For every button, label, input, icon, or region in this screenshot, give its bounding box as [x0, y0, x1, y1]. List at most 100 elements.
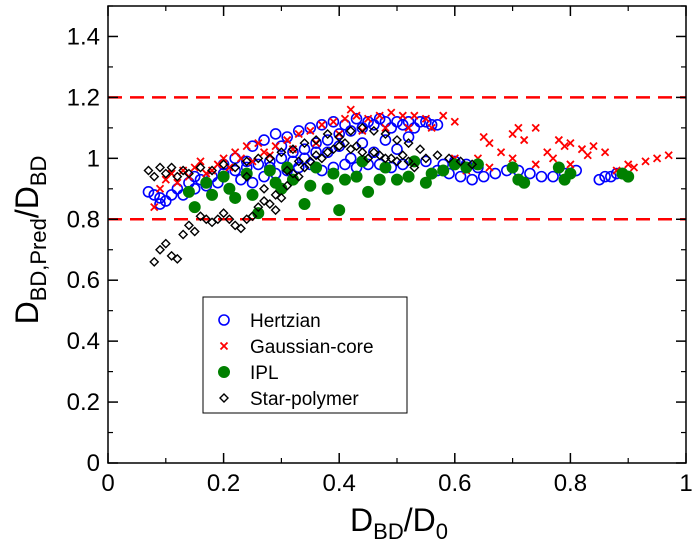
data-point [270, 205, 281, 216]
data-point [242, 142, 251, 151]
data-point [172, 171, 183, 182]
data-point [421, 114, 431, 123]
data-point [439, 111, 448, 120]
data-point [508, 129, 517, 139]
data-point [373, 173, 386, 186]
data-point [254, 138, 263, 148]
data-point [219, 154, 228, 163]
reference-lines [108, 96, 686, 221]
legend-marker [219, 341, 229, 351]
data-point [350, 170, 363, 183]
data-point [344, 125, 357, 137]
y-tick-label: 0.6 [67, 267, 100, 294]
data-point [420, 115, 432, 128]
data-point [142, 186, 155, 198]
data-point [298, 198, 311, 211]
data-point [508, 154, 517, 163]
data-point [310, 161, 323, 174]
legend-marker [218, 314, 230, 326]
data-point [352, 111, 361, 120]
data-point [196, 157, 205, 166]
data-point [264, 199, 275, 210]
data-point [374, 150, 385, 161]
data-point [173, 178, 182, 187]
data-point [259, 148, 269, 157]
data-point [160, 195, 172, 207]
data-point [432, 150, 443, 161]
data-point [317, 120, 326, 129]
x-axis-label: DBD/D0 [350, 502, 448, 544]
data-point [391, 115, 403, 128]
x-tick-labels: 0 0.2 0.4 0.6 0.8 1 [101, 470, 692, 497]
data-point [264, 153, 275, 164]
data-point [404, 123, 413, 133]
data-point [531, 123, 540, 133]
data-point [293, 171, 304, 182]
data-point [166, 162, 177, 173]
data-point [316, 119, 328, 131]
legend-label: Gaussian-core [250, 337, 374, 358]
data-point [524, 167, 536, 180]
data-point [229, 191, 242, 204]
data-point [357, 147, 368, 158]
data-point [419, 176, 432, 189]
data-point [373, 112, 386, 125]
data-point [259, 195, 270, 206]
data-point [554, 135, 563, 145]
data-point [241, 171, 252, 182]
data-point [543, 148, 552, 157]
data-point [183, 168, 194, 179]
data-point [230, 162, 241, 173]
data-point [410, 111, 419, 120]
data-point [402, 131, 415, 143]
data-point [316, 153, 327, 164]
data-point [299, 138, 310, 149]
series-star-polymer [143, 122, 478, 267]
data-point [298, 143, 311, 155]
legend-box [202, 296, 408, 414]
data-point [496, 148, 506, 157]
data-point [420, 155, 432, 168]
data-point [485, 163, 494, 172]
y-tick-label: 0.8 [67, 206, 100, 233]
data-point [350, 112, 363, 125]
data-point [599, 170, 611, 183]
data-point [351, 141, 362, 152]
data-point [357, 122, 368, 133]
data-point [552, 161, 565, 174]
data-point [241, 156, 252, 167]
data-point [566, 160, 575, 169]
data-point [160, 168, 171, 179]
data-point [531, 160, 540, 169]
data-point [392, 156, 402, 167]
data-point [161, 175, 170, 184]
data-point [386, 153, 397, 164]
data-point [327, 167, 340, 180]
legend: Hertzian Gaussian-core IPL Star-polymer [202, 296, 408, 414]
data-point [329, 117, 338, 126]
data-point [339, 158, 351, 171]
legend-items: Hertzian Gaussian-core IPL Star-polymer [218, 311, 374, 410]
data-point [368, 125, 379, 136]
data-point [431, 119, 444, 131]
data-point [398, 111, 407, 120]
data-point [392, 135, 402, 146]
data-point [281, 131, 293, 143]
data-point [641, 157, 650, 166]
data-point [506, 161, 519, 174]
data-point [311, 150, 322, 161]
data-point [150, 202, 159, 212]
data-point [518, 176, 531, 189]
series-ipl [182, 155, 635, 220]
data-point [306, 126, 315, 136]
data-point [178, 229, 189, 240]
data-point [605, 170, 617, 183]
data-point [166, 250, 177, 261]
data-point [201, 214, 212, 225]
data-point [149, 256, 160, 267]
data-point [535, 170, 548, 183]
data-point [622, 170, 635, 183]
x-tick-label: 0 [101, 470, 114, 497]
x-tick-label: 0.2 [207, 470, 240, 497]
data-point [322, 128, 333, 139]
